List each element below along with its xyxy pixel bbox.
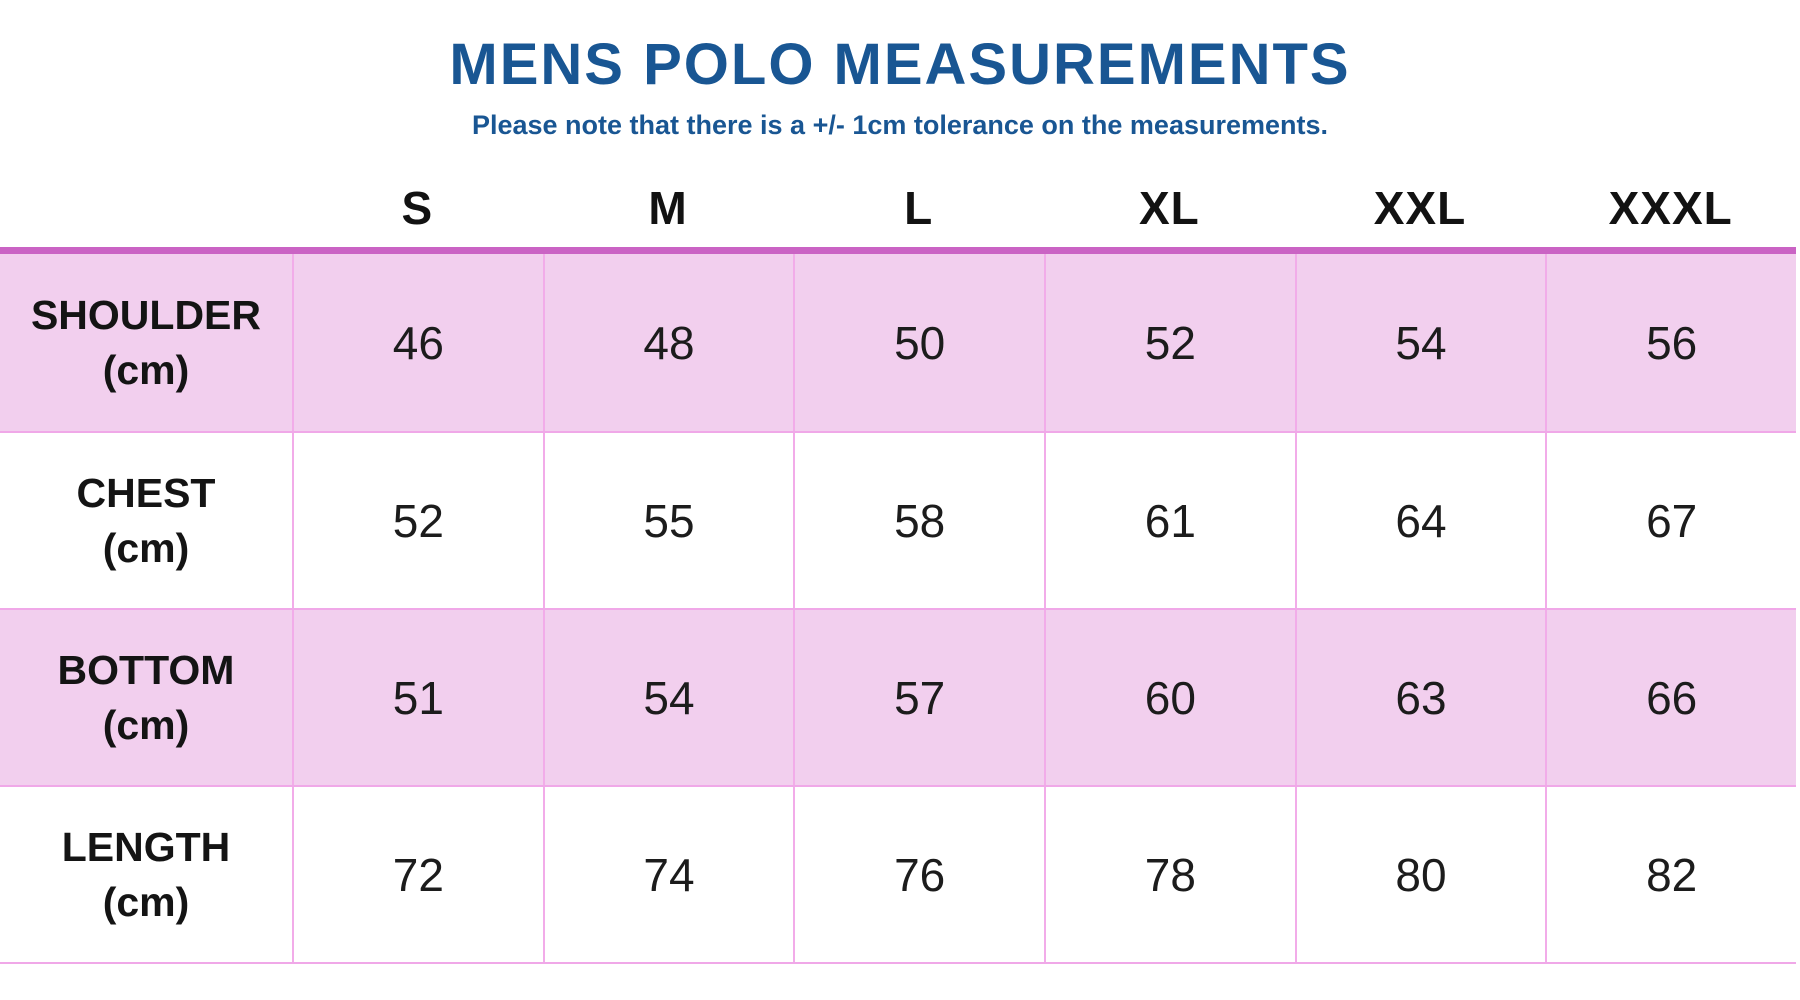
size-header-s: S xyxy=(401,182,434,234)
shoulder-s-value: 46 xyxy=(292,254,543,431)
bottom-xxl-value: 63 xyxy=(1294,610,1546,785)
length-m-value: 74 xyxy=(542,787,794,962)
bottom-l-value: 57 xyxy=(793,610,1044,785)
table-row-length: LENGTH (cm) 72 74 76 78 80 82 xyxy=(0,785,1796,962)
row-label-text: CHEST xyxy=(76,470,216,517)
page-subtitle: Please note that there is a +/- 1cm tole… xyxy=(471,110,1329,140)
chest-m-value: 55 xyxy=(542,433,794,608)
length-xxl-value: 80 xyxy=(1294,787,1546,962)
row-label-text: SHOULDER xyxy=(30,292,262,339)
size-header-m: M xyxy=(648,182,688,234)
size-header-l: L xyxy=(904,182,934,234)
size-header-xxxl: XXXL xyxy=(1608,182,1733,234)
length-s-value: 72 xyxy=(292,787,543,962)
chest-l-value: 58 xyxy=(793,433,1044,608)
length-xxxl-value: 82 xyxy=(1545,787,1796,962)
row-label-unit: (cm) xyxy=(102,878,190,925)
table-row-bottom: BOTTOM (cm) 51 54 57 60 63 66 xyxy=(0,608,1796,785)
row-label-bottom: BOTTOM (cm) xyxy=(0,610,292,785)
chest-xxl-value: 64 xyxy=(1294,433,1546,608)
chest-s-value: 52 xyxy=(292,433,543,608)
row-label-text: BOTTOM xyxy=(57,647,235,694)
shoulder-xl-value: 52 xyxy=(1044,254,1295,431)
table-row-chest: CHEST (cm) 52 55 58 61 64 67 xyxy=(0,431,1796,608)
size-chart: S M L XL XXL XXXL SHOULDER (cm) 46 48 50… xyxy=(0,139,1796,964)
chest-xxxl-value: 67 xyxy=(1545,433,1796,608)
bottom-s-value: 51 xyxy=(292,610,543,785)
shoulder-xxxl-value: 56 xyxy=(1545,254,1796,431)
row-label-shoulder: SHOULDER (cm) xyxy=(0,254,292,431)
length-l-value: 76 xyxy=(793,787,1044,962)
shoulder-xxl-value: 54 xyxy=(1294,254,1546,431)
size-header-spacer xyxy=(0,235,292,247)
table-row-shoulder: SHOULDER (cm) 46 48 50 52 54 56 xyxy=(0,254,1796,431)
size-header-row: S M L XL XXL XXXL xyxy=(0,139,1796,247)
row-label-unit: (cm) xyxy=(102,701,190,748)
row-label-unit: (cm) xyxy=(102,524,190,571)
shoulder-l-value: 50 xyxy=(793,254,1044,431)
size-header-xl: XL xyxy=(1138,182,1200,234)
bottom-xxxl-value: 66 xyxy=(1545,610,1796,785)
size-header-xxl: XXL xyxy=(1373,182,1467,234)
length-xl-value: 78 xyxy=(1044,787,1295,962)
row-label-text: LENGTH xyxy=(61,824,231,871)
bottom-m-value: 54 xyxy=(542,610,794,785)
size-chart-table: SHOULDER (cm) 46 48 50 52 54 56 CHEST (c… xyxy=(0,247,1796,964)
bottom-xl-value: 60 xyxy=(1044,610,1295,785)
page-title: MENS POLO MEASUREMENTS xyxy=(449,32,1351,97)
chest-xl-value: 61 xyxy=(1044,433,1295,608)
row-label-length: LENGTH (cm) xyxy=(0,787,292,962)
shoulder-m-value: 48 xyxy=(542,254,794,431)
row-label-chest: CHEST (cm) xyxy=(0,433,292,608)
row-label-unit: (cm) xyxy=(102,346,190,393)
